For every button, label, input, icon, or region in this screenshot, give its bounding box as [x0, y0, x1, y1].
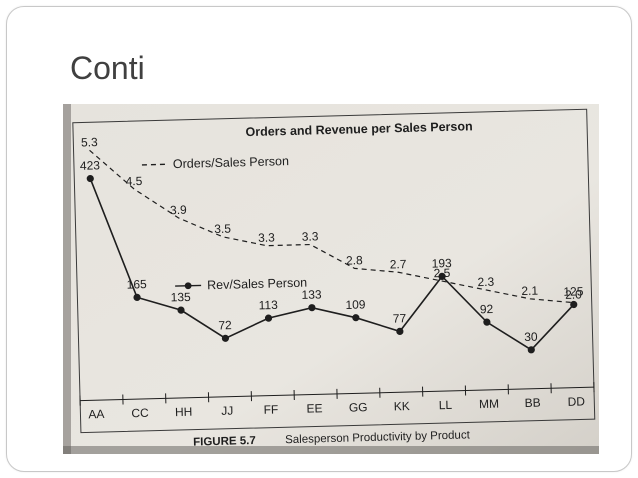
legend-orders: Orders/Sales Person	[141, 154, 289, 171]
legend-revenue: Rev/Sales Person	[175, 276, 307, 293]
revenue-point	[221, 334, 230, 342]
revenue-series-line	[89, 178, 575, 351]
orders-value-label: 2.7	[390, 257, 407, 271]
figure-caption-text: Salesperson Productivity by Product	[285, 429, 471, 446]
x-tick-label-dd: DD	[567, 394, 585, 408]
x-tick-label-ff: FF	[263, 402, 278, 416]
revenue-value-label: 77	[393, 311, 407, 325]
revenue-value-label: 135	[171, 290, 192, 305]
revenue-point	[527, 346, 535, 354]
x-tick-label-cc: CC	[131, 406, 149, 420]
legend-revenue-label: Rev/Sales Person	[207, 276, 307, 293]
x-tick-label-mm: MM	[479, 397, 499, 412]
x-axis-labels: AA CC HH JJ FF EE GG KK LL MM BB DD	[88, 394, 585, 421]
revenue-point	[308, 304, 316, 312]
revenue-point	[570, 300, 578, 309]
figure-caption-label: FIGURE 5.7	[193, 435, 256, 449]
orders-value-label: 4.5	[125, 174, 142, 188]
orders-value-label: 3.3	[258, 230, 275, 244]
revenue-data-labels: 423 165 135 72 113 133 109 77 193 92 30 125	[80, 158, 584, 344]
revenue-point	[264, 314, 273, 322]
revenue-point	[352, 314, 360, 322]
x-tick-label-ll: LL	[439, 398, 453, 412]
legend-orders-label: Orders/Sales Person	[173, 154, 289, 171]
revenue-value-label: 165	[127, 277, 148, 292]
x-tick-label-aa: AA	[88, 407, 104, 421]
revenue-point	[177, 306, 185, 314]
x-tick-label-hh: HH	[175, 405, 193, 419]
chart-frame	[72, 108, 596, 434]
legend-revenue-marker	[184, 282, 192, 290]
orders-value-label: 2.8	[346, 253, 363, 267]
revenue-value-label: 125	[563, 284, 584, 299]
revenue-value-label: 133	[301, 287, 322, 302]
slide-title: Conti	[70, 50, 145, 86]
orders-value-label: 2.0	[565, 287, 582, 301]
x-tick-label-ee: EE	[306, 401, 322, 415]
revenue-value-label: 193	[432, 256, 453, 271]
revenue-value-label: 109	[345, 297, 366, 312]
revenue-points	[86, 174, 578, 354]
chart-svg: Orders and Revenue per Sales Person Orde…	[63, 104, 599, 454]
revenue-point	[438, 272, 446, 280]
revenue-point	[86, 174, 94, 183]
orders-value-label: 2.1	[521, 284, 538, 298]
legend-orders-swatch	[141, 163, 168, 166]
revenue-value-label: 423	[80, 158, 101, 173]
chart-title: Orders and Revenue per Sales Person	[245, 119, 472, 139]
revenue-value-label: 113	[258, 298, 278, 313]
photo-shadow-left	[63, 104, 71, 454]
revenue-value-label: 72	[218, 318, 232, 332]
orders-value-label: 3.5	[214, 222, 231, 236]
revenue-value-label: 92	[480, 302, 494, 316]
x-tick-label-kk: KK	[394, 399, 410, 413]
revenue-value-label: 30	[524, 330, 538, 344]
photo-shadow-bottom	[63, 446, 599, 454]
orders-data-labels: 5.34.53.93.53.33.32.82.72.52.32.12.0	[81, 135, 583, 302]
chart-photo: Orders and Revenue per Sales Person Orde…	[63, 104, 599, 454]
x-axis-ticks	[79, 382, 595, 406]
revenue-point	[483, 318, 491, 326]
orders-value-label: 3.9	[170, 203, 187, 217]
orders-series-line	[89, 149, 574, 304]
x-tick-label-bb: BB	[524, 396, 540, 410]
orders-value-label: 5.3	[81, 135, 98, 149]
revenue-point	[133, 293, 141, 301]
orders-value-label: 2.3	[477, 275, 494, 289]
x-tick-label-jj: JJ	[221, 404, 233, 418]
revenue-point	[396, 327, 404, 336]
x-tick-label-gg: GG	[349, 400, 368, 414]
orders-value-label: 3.3	[302, 229, 319, 243]
paper-background	[63, 104, 599, 454]
